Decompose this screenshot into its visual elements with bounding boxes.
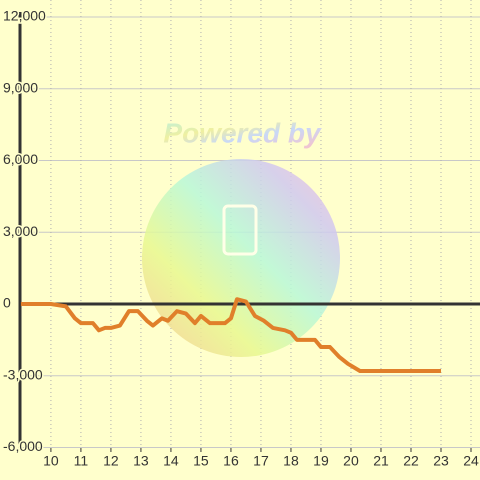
y-tick-label: 3,000	[3, 223, 38, 239]
x-tick-label: 21	[373, 453, 389, 469]
x-tick-label: 24	[463, 453, 479, 469]
plot: 10 11 12 13 14 15 16 17 18 19 20 21 22 23 24 -6,000 -3,0…	[2, 6, 480, 469]
x-tick-label: 15	[193, 453, 209, 469]
watermark-icon	[222, 204, 258, 256]
x-tick-label: 11	[74, 453, 89, 469]
x-tick-label: 20	[343, 453, 359, 469]
x-tick-label: 18	[283, 453, 299, 469]
watermark-text: Powered by	[163, 117, 322, 148]
data-line	[20, 297, 441, 373]
y-tick-label: 6,000	[3, 151, 38, 167]
x-tick-label: 14	[163, 453, 179, 469]
y-tick-label: -6,000	[3, 438, 43, 454]
x-tick-label: 10	[43, 453, 59, 469]
x-tick-label: 17	[253, 453, 269, 469]
x-tick-label: 22	[403, 453, 419, 469]
x-tick-label: 19	[313, 453, 329, 469]
y-tick-label: 12,000	[3, 8, 46, 24]
y-tick-label: -3,000	[3, 366, 43, 382]
x-tick-label: 13	[133, 453, 149, 469]
x-tick-label: 23	[433, 453, 449, 469]
watermark-logo	[142, 159, 340, 357]
x-tick-label: 16	[223, 453, 239, 469]
x-tick-label: 12	[103, 453, 119, 469]
y-tick-label: 0	[3, 295, 11, 311]
y-tick-label: 9,000	[3, 79, 38, 95]
